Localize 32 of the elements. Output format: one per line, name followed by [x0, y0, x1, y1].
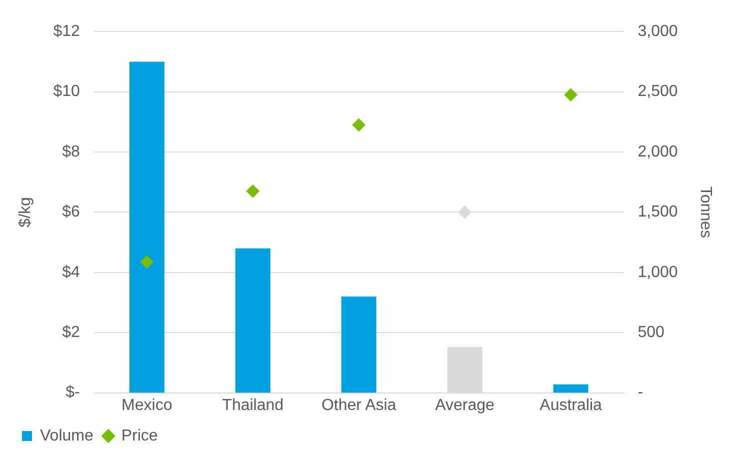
point [140, 255, 154, 268]
legend-label: Price [121, 427, 158, 444]
y-tick-label: $12 [53, 23, 80, 40]
y2-tick-label: 1,000 [638, 264, 678, 281]
y2-tick-label: 3,000 [638, 23, 678, 40]
bar [235, 248, 270, 393]
bar [341, 296, 376, 393]
y-tick-label: $2 [62, 324, 80, 342]
y2-tick-label: 2,000 [638, 143, 678, 160]
y2-tick-label: 1,500 [638, 204, 678, 221]
point [458, 206, 472, 219]
y-axis-title: $/kg [17, 197, 34, 228]
point [564, 88, 578, 102]
y2-tick-label: - [638, 384, 644, 402]
point [246, 184, 260, 198]
x-tick-label: Thailand [222, 396, 284, 414]
y-tick-label: $4 [62, 264, 80, 281]
y-tick-label: $- [66, 384, 80, 402]
y2-axis-title: Tonnes [696, 186, 714, 238]
y-tick-label: $6 [62, 204, 80, 221]
x-tick-label: Australia [540, 396, 602, 414]
legend-label: Volume [40, 427, 94, 444]
bar [129, 62, 164, 393]
point [352, 118, 366, 132]
x-tick-label: Mexico [122, 396, 172, 414]
y-tick-label: $10 [53, 83, 80, 100]
x-tick-label: Other Asia [321, 396, 396, 414]
x-tick-label: Average [435, 396, 495, 414]
y2-tick-label: 2,500 [638, 83, 678, 100]
bar [553, 384, 588, 393]
y-tick-label: $8 [62, 143, 80, 160]
y2-tick-label: 500 [638, 324, 665, 342]
